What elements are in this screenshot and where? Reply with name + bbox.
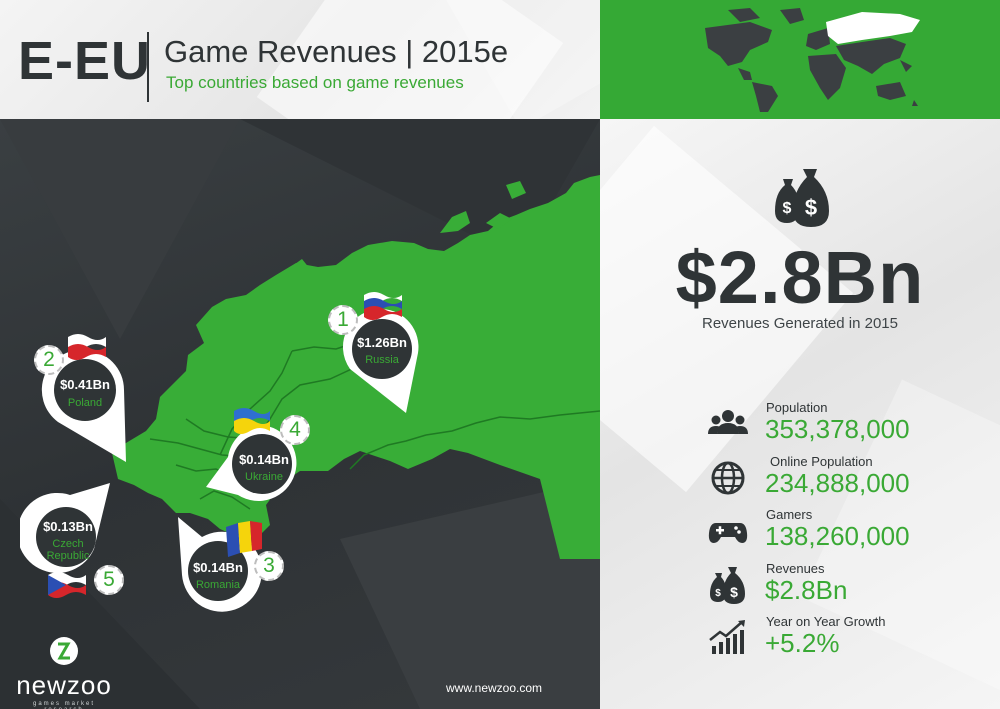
pin-russia[interactable]: $1.26Bn Russia (340, 305, 424, 417)
pin-poland[interactable]: $0.41Bn Poland (40, 344, 130, 468)
pin-marker-shape (41, 349, 126, 462)
russia-flag-icon (364, 292, 402, 320)
world-map-icon (705, 8, 920, 112)
stat-value: +5.2% (765, 628, 840, 658)
svg-text:$: $ (730, 584, 738, 600)
total-revenue: $2.8Bn (675, 236, 925, 319)
poland-flag-icon (68, 334, 106, 360)
stat-value: 138,260,000 (765, 521, 910, 551)
rank-badge: 4 (280, 415, 310, 445)
romania-flag-icon (226, 521, 262, 557)
page-subtitle: Top countries based on game revenues (166, 73, 464, 92)
brand-tagline: games market research (32, 701, 95, 709)
czech-flag-icon (48, 572, 86, 598)
stat-value: 234,888,000 (765, 468, 910, 498)
pin-value: $0.14Bn (239, 452, 289, 467)
pin-marker-shape (342, 308, 419, 413)
people-icon (708, 410, 748, 434)
pin-marker-shape (20, 483, 110, 573)
stat-label: Revenues (766, 561, 825, 576)
pin-marker-shape (206, 425, 297, 501)
ukraine-flag-icon (234, 408, 270, 434)
pin-czech-republic[interactable] (20, 481, 116, 593)
money-bags-icon: $ $ (775, 169, 829, 227)
rank-badge: 1 (328, 305, 358, 335)
stat-label: Gamers (766, 507, 813, 522)
svg-text:$: $ (715, 588, 721, 599)
newzoo-logo-icon (50, 637, 78, 665)
stat-label: Population (766, 400, 828, 415)
stat-online-population: Online Population 234,888,000 (708, 454, 988, 502)
map-panel: $1.26Bn Russia 1 $0.41Bn Poland 2 $0.14B… (0, 119, 600, 709)
pin-value: $1.26Bn (357, 335, 407, 350)
header-divider (147, 32, 149, 102)
stat-revenues: $ $ Revenues $2.8Bn (708, 561, 988, 609)
stat-gamers: Gamers 138,260,000 (708, 507, 988, 555)
brand-name: newzoo (16, 670, 112, 700)
pin-country-line2: Republic (46, 550, 90, 562)
total-revenue-label: Revenues Generated in 2015 (702, 315, 898, 332)
world-map-panel (600, 0, 1000, 119)
svg-text:$: $ (783, 200, 792, 217)
pin-country: Ukraine (245, 471, 283, 483)
pin-ukraine[interactable] (200, 417, 300, 513)
pin-country: Poland (67, 397, 103, 409)
header: E-EU Game Revenues | 2015e Top countries… (0, 0, 600, 119)
stat-label: Year on Year Growth (766, 614, 886, 629)
region-code: E-EU (18, 31, 152, 91)
stat-value: $2.8Bn (765, 575, 848, 605)
pin-value: $0.14Bn (193, 560, 243, 575)
stat-label: Online Population (770, 454, 873, 469)
globe-icon (711, 461, 745, 495)
rank-badge: 3 (254, 551, 284, 581)
website-link[interactable]: www.newzoo.com (446, 681, 543, 695)
stat-population: Population 353,378,000 (708, 400, 988, 448)
pin-value: $0.13Bn (43, 519, 93, 534)
growth-chart-icon (709, 620, 745, 654)
svg-text:$: $ (805, 195, 817, 220)
gamepad-icon (708, 523, 748, 543)
money-bags-icon: $ $ (710, 567, 745, 604)
rank-badge: 5 (94, 565, 124, 595)
summary-panel: $ $ $2.8Bn Revenues Generated in 2015 Po… (600, 119, 1000, 709)
stat-growth: Year on Year Growth +5.2% (708, 614, 988, 662)
newzoo-logo[interactable]: newzoo games market research (14, 636, 114, 709)
stat-value: 353,378,000 (765, 414, 910, 444)
rank-badge: 2 (34, 345, 64, 375)
pin-country: Romania (195, 579, 241, 591)
pin-country: Russia (365, 354, 399, 366)
page-title: Game Revenues | 2015e (164, 34, 509, 69)
pin-value: $0.41Bn (60, 377, 110, 392)
pin-country-line1: Czech (52, 538, 84, 550)
